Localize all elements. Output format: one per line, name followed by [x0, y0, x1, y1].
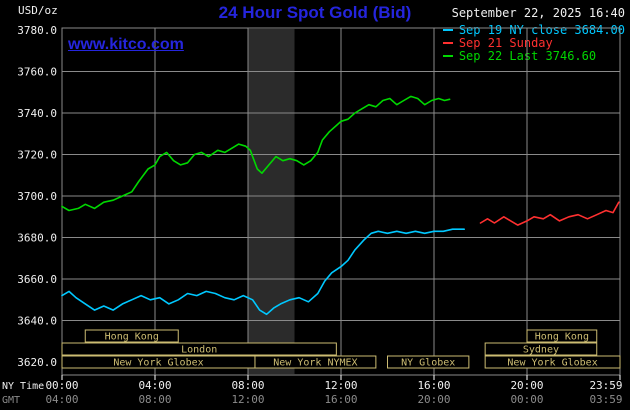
session-label: New York NYMEX [273, 358, 357, 369]
legend-marker [442, 41, 453, 44]
legend-item: Sep 21 Sunday [442, 35, 625, 50]
x-axis-label-ny: 23:59 [589, 379, 622, 392]
y-axis-label: 3760.0 [17, 66, 57, 79]
x-axis-label-gmt: 00:00 [510, 393, 543, 406]
session-label: New York Globex [507, 358, 597, 369]
x-axis-label-ny: 16:00 [417, 379, 450, 392]
session-box [484, 355, 621, 369]
x-axis-label-gmt: 12:00 [231, 393, 264, 406]
legend-item: Sep 19 NY close 3684.00 [442, 22, 625, 37]
x-axis-label-gmt: 08:00 [138, 393, 171, 406]
x-axis-label-ny: 12:00 [324, 379, 357, 392]
session-label: NY Globex [401, 358, 455, 369]
y-axis-label: 3720.0 [17, 149, 57, 162]
session-label: New York Globex [113, 358, 203, 369]
session-label: Hong Kong [535, 332, 589, 343]
session-label: Sydney [523, 345, 559, 356]
y-axis-label: 3700.0 [17, 190, 57, 203]
session-box [61, 342, 337, 356]
legend: Sep 19 NY close 3684.00 Sep 21 Sunday Sep … [442, 22, 625, 63]
legend-label: Sep 21 Sunday [458, 35, 553, 50]
price-line-sep21 [479, 201, 620, 226]
session-label: London [181, 345, 217, 356]
x-axis-label-gmt: 04:00 [45, 393, 78, 406]
datetime-label: September 22, 2025 16:40 [451, 6, 625, 20]
session-box [484, 342, 598, 356]
gmt-caption: GMT [2, 395, 20, 406]
x-axis-label-ny: 00:00 [45, 379, 78, 392]
session-box [526, 329, 598, 343]
y-axis-label: 3660.0 [17, 273, 57, 286]
session-label: Hong Kong [105, 332, 159, 343]
session-shade-band [248, 29, 295, 374]
x-axis-label-gmt: 20:00 [417, 393, 450, 406]
chart-title: 24 Hour Spot Gold (Bid) [218, 3, 412, 22]
price-line-sep22 [61, 95, 451, 212]
legend-marker [442, 28, 453, 31]
x-axis-label-gmt: 16:00 [324, 393, 357, 406]
y-axis-label: 3740.0 [17, 107, 57, 120]
session-box [254, 355, 377, 369]
x-axis-label-ny: 08:00 [231, 379, 264, 392]
x-axis-label-ny: 20:00 [510, 379, 543, 392]
session-box [84, 329, 179, 343]
y-axis-unit-label: USD/oz [18, 4, 58, 17]
y-axis-label: 3780.0 [17, 24, 57, 37]
y-axis-label: 3640.0 [17, 315, 57, 328]
session-box [387, 355, 470, 369]
kitco-watermark-link[interactable]: www.kitco.com [68, 36, 184, 53]
legend-marker [442, 54, 453, 57]
y-axis-label: 3680.0 [17, 232, 57, 245]
x-axis-label-ny: 04:00 [138, 379, 171, 392]
ny-time-caption: NY Time [2, 381, 44, 392]
y-axis-label: 3620.0 [17, 356, 57, 369]
x-axis-label-gmt: 03:59 [589, 393, 622, 406]
legend-label: Sep 19 NY close 3684.00 [458, 22, 625, 37]
price-line-sep19 [61, 228, 466, 316]
